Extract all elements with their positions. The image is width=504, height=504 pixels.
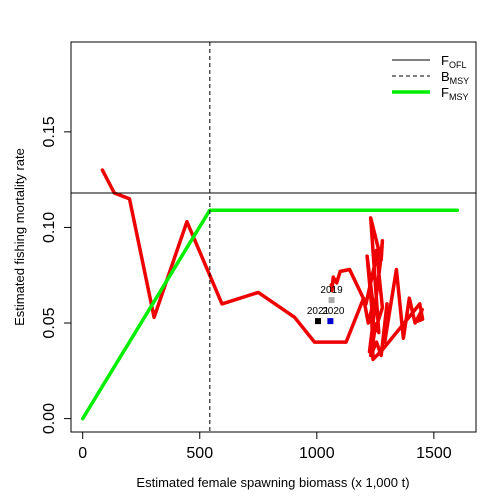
legend-label-3: FMSY: [441, 85, 468, 102]
x-tick-label: 1000: [299, 445, 335, 462]
year-label-2021: 2021: [307, 306, 330, 317]
x-tick-label: 0: [78, 445, 87, 462]
series-line-1: [100, 168, 425, 362]
axes: 0 500 1000 1500 0.00 0.05 0.10 0.15: [41, 116, 452, 462]
plot-area-frame: [70, 41, 477, 433]
year-label-2020: 2020: [322, 306, 345, 317]
y-axis-title: Estimated fishing mortality rate: [12, 148, 27, 326]
x-axis-title: Estimated female spawning biomass (x 1,0…: [136, 475, 409, 490]
y-tick-label: 0.15: [41, 116, 58, 147]
reference-lines: [71, 42, 476, 432]
series-layer: [80, 168, 460, 421]
y-tick-label: 0.00: [41, 403, 58, 434]
legend-label-2: BMSY: [441, 69, 469, 86]
year-marker-2021: [314, 318, 321, 325]
y-tick-label: 0.10: [41, 212, 58, 243]
x-tick-label: 500: [186, 445, 213, 462]
x-tick-label: 1500: [416, 445, 452, 462]
year-marker-2019: [328, 297, 335, 304]
year-label-2019: 2019: [320, 285, 343, 296]
legend-label-1: FOFL: [441, 53, 466, 70]
year-marker-2020: [327, 318, 334, 325]
y-tick-label: 0.05: [41, 307, 58, 338]
